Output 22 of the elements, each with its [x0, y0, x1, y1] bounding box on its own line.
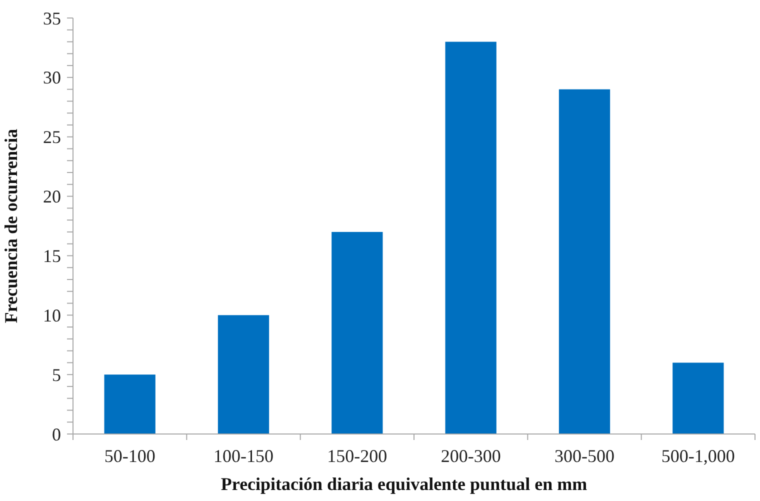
- y-tick-label: 20: [43, 186, 61, 207]
- x-tick-label: 50-100: [104, 446, 156, 466]
- y-tick-label: 35: [43, 8, 61, 28]
- x-tick-label: 100-150: [214, 446, 274, 466]
- bar: [558, 89, 610, 434]
- x-axis-title: Precipitación diaria equivalente puntual en mm: [220, 474, 588, 494]
- bar: [218, 315, 270, 434]
- y-tick-label: 30: [43, 68, 61, 88]
- y-tick-label: 25: [43, 127, 61, 148]
- y-tick-label: 5: [52, 364, 61, 385]
- bar: [104, 374, 156, 434]
- y-axis-title: Frecuencia de ocurrencia: [1, 128, 21, 324]
- y-tick-label: 10: [43, 305, 61, 326]
- x-tick-label: 150-200: [327, 446, 388, 466]
- y-tick-label: 0: [52, 424, 61, 444]
- x-tick-label: 200-300: [440, 446, 501, 466]
- bar: [445, 42, 496, 434]
- bar: [332, 232, 383, 434]
- x-tick-label: 500-1,000: [661, 446, 735, 466]
- x-tick-label: 300-500: [554, 446, 614, 466]
- y-tick-label: 15: [43, 246, 61, 266]
- bar: [672, 362, 724, 434]
